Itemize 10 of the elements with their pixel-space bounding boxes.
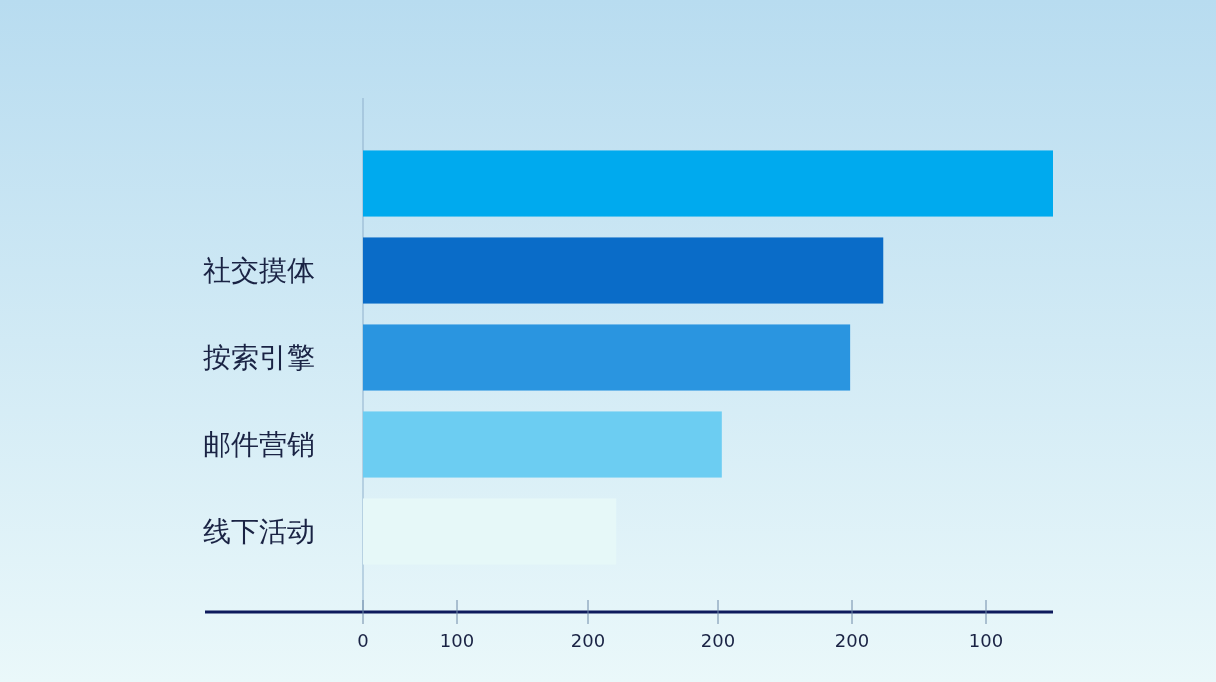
text: 100 [968,630,1004,651]
text: 200 [700,630,736,651]
y-tick-label: 邮件营销 [203,428,315,461]
text: 100 [439,630,475,651]
text: 0 [357,630,369,651]
text: 200 [570,630,606,651]
text: 200 [834,630,870,651]
y-tick-label: 社交摸体 [203,254,315,287]
y-tick-label: 按索引擎 [203,341,315,374]
y-tick-label: 线下活动 [203,515,315,548]
